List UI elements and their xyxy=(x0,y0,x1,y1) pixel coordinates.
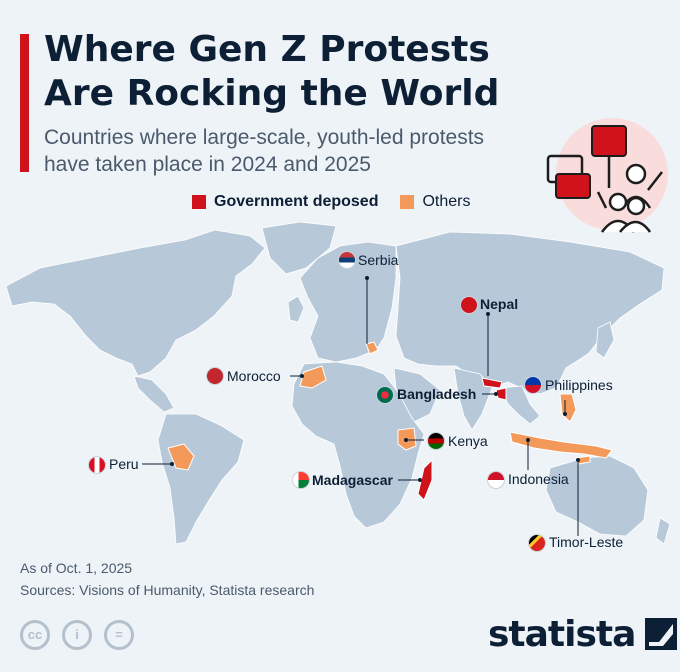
page-title: Where Gen Z Protests Are Rocking the Wor… xyxy=(44,28,564,116)
asia-land xyxy=(395,231,665,395)
australia-land xyxy=(545,455,649,537)
label-madagascar: Madagascar xyxy=(312,472,393,488)
statista-logo-icon xyxy=(645,618,678,650)
world-map xyxy=(5,221,671,545)
sources-note: Sources: Visions of Humanity, Statista r… xyxy=(20,582,315,598)
attribution-icon[interactable]: i xyxy=(62,620,92,650)
southeast-asia-land xyxy=(499,385,541,425)
label-philippines: Philippines xyxy=(545,377,613,393)
subtitle-line-2: have taken place in 2024 and 2025 xyxy=(44,153,371,176)
accent-bar xyxy=(20,34,29,172)
statista-logo[interactable]: statista xyxy=(488,613,678,655)
morocco-shape xyxy=(299,365,327,389)
north-america-land xyxy=(5,229,266,377)
brand-name: statista xyxy=(488,613,636,655)
label-indonesia: Indonesia xyxy=(508,471,569,487)
legend-item-others: Others xyxy=(400,193,471,211)
peru-shape xyxy=(167,443,195,471)
kenya-flag-icon xyxy=(427,432,445,450)
legend-label-others: Others xyxy=(422,193,471,210)
europe-land xyxy=(299,241,397,363)
label-bangladesh: Bangladesh xyxy=(397,386,477,402)
legend: Government deposed Others xyxy=(192,192,493,212)
serbia-shape xyxy=(365,341,379,355)
indonesia-fill xyxy=(509,431,613,459)
leader-dots xyxy=(170,276,580,482)
africa-land xyxy=(291,361,425,529)
bangladesh-flag-icon xyxy=(376,386,394,404)
protest-illustration-icon xyxy=(546,118,668,233)
leader-lines xyxy=(142,278,579,536)
subtitle-line-1: Countries where large-scale, youth-led p… xyxy=(44,126,485,149)
page-subtitle: Countries where large-scale, youth-led p… xyxy=(44,124,564,178)
japan-islands xyxy=(595,321,615,359)
serbia-flag-icon xyxy=(338,251,356,269)
title-line-2: Are Rocking the World xyxy=(44,73,500,114)
label-kenya: Kenya xyxy=(448,433,488,449)
india-land xyxy=(453,367,493,431)
madagascar-fill xyxy=(417,458,433,501)
legend-swatch-others xyxy=(400,195,415,209)
label-morocco: Morocco xyxy=(227,368,281,384)
creative-commons-icon[interactable]: cc xyxy=(20,620,50,650)
label-peru: Peru xyxy=(109,456,139,472)
central-america-land xyxy=(133,375,175,413)
legend-label-deposed: Government deposed xyxy=(214,193,379,210)
timor-leste-shape xyxy=(575,455,591,465)
nepal-flag-icon xyxy=(460,296,478,314)
timor-leste-flag-icon xyxy=(528,534,546,552)
morocco-flag-icon xyxy=(206,367,224,385)
label-timor-leste: Timor-Leste xyxy=(549,534,624,550)
label-nepal: Nepal xyxy=(480,296,519,312)
label-serbia: Serbia xyxy=(358,252,399,268)
philippines-flag-icon xyxy=(524,376,542,394)
legend-swatch-deposed xyxy=(192,195,206,209)
nepal-shape xyxy=(481,377,503,389)
south-america-land xyxy=(157,413,245,545)
indonesia-flag-icon xyxy=(487,471,505,489)
madagascar-flag-icon xyxy=(292,471,310,489)
no-derivatives-icon[interactable]: = xyxy=(104,620,134,650)
new-zealand-land xyxy=(655,517,671,545)
uk-land xyxy=(287,295,305,323)
title-line-1: Where Gen Z Protests xyxy=(44,29,490,70)
philippines-fill xyxy=(559,393,577,423)
date-note: As of Oct. 1, 2025 xyxy=(20,560,133,576)
legend-item-deposed: Government deposed xyxy=(192,193,378,211)
peru-flag-icon xyxy=(88,456,106,474)
